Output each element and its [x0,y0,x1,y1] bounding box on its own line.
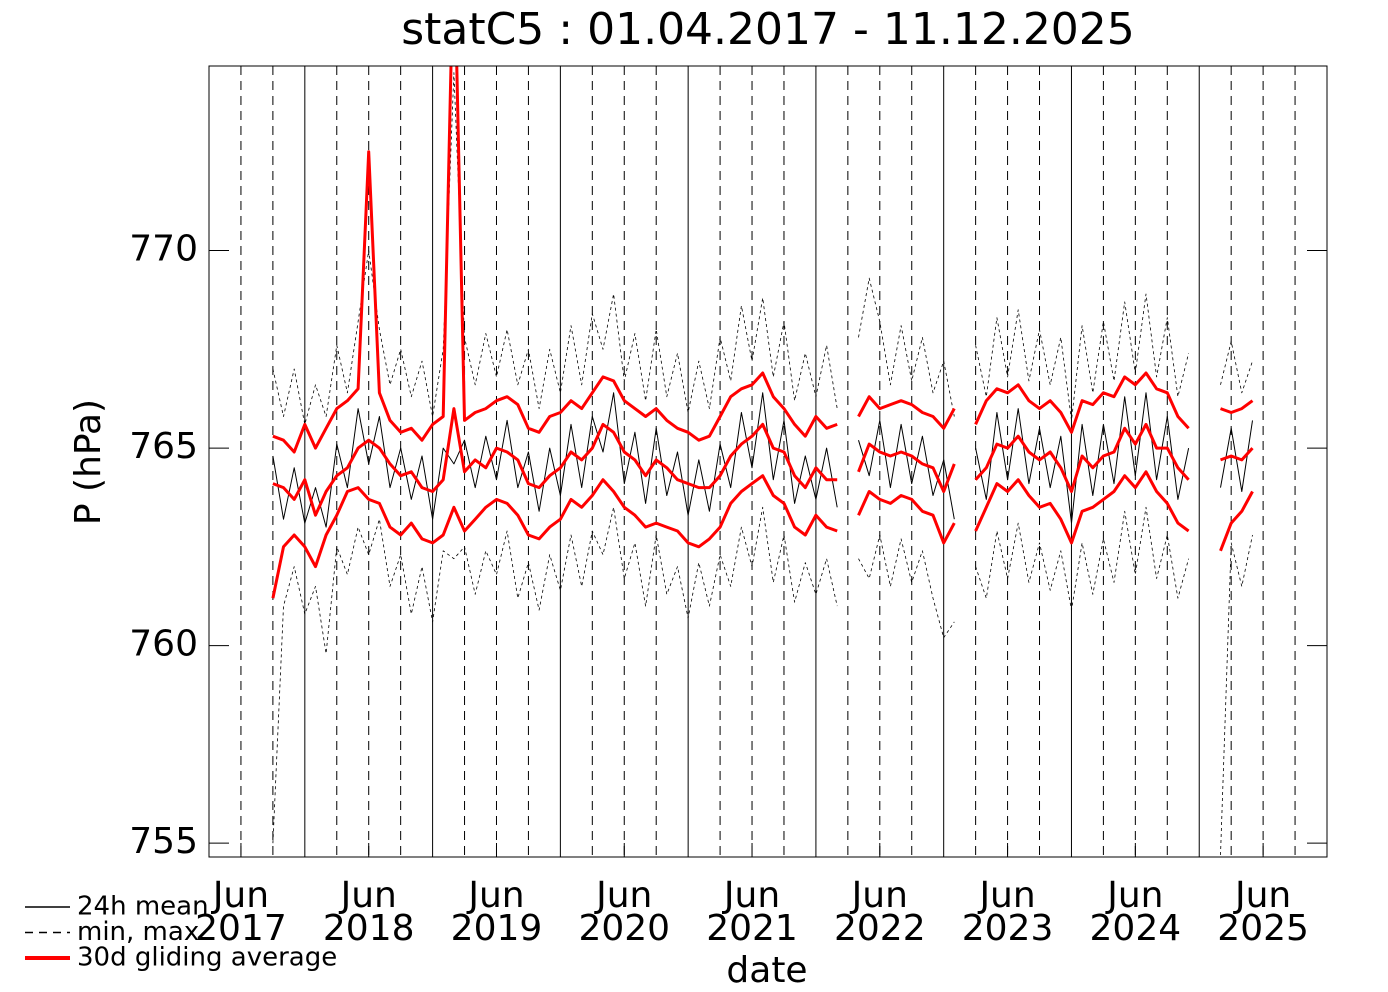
x-tick-label: Jun 2021 [706,875,798,949]
legend-label: 24h mean [77,892,209,922]
x-tick-label: Jun 2025 [1217,875,1309,949]
x-tick-label: Jun 2019 [451,875,543,949]
y-axis-label: P (hPa) [68,399,109,525]
x-tick-label: Jun 2018 [323,875,415,949]
grid [240,66,1296,857]
x-tick-label: Jun 2022 [834,875,926,949]
axes: 755 760 765 770 Jun 2017 Jun 2018 Jun 2019 Jun 2020… [129,229,1327,949]
chart-title: statC5 : 01.04.2017 - 11.12.2025 [401,4,1135,55]
plot-frame [208,65,1328,858]
series-line [272,407,1254,517]
plot-area [271,66,1254,856]
x-tick-label: Jun 2023 [962,875,1054,949]
series-line [271,470,1254,599]
x-tick-label: Jun 2020 [578,875,670,949]
x-tick-label: Jun 2024 [1090,875,1182,949]
y-tick-label: 755 [129,821,198,862]
series-line [272,72,1253,425]
y-tick-label: 760 [129,624,198,665]
series-line [272,66,1254,454]
x-axis-label: date [726,950,807,991]
y-tick-label: 765 [129,426,198,467]
x-tick-label: Jun 2017 [195,875,287,949]
y-tick-label: 770 [129,229,198,270]
legend-label: 30d gliding average [77,943,337,973]
legend-label: min, max [77,917,199,947]
